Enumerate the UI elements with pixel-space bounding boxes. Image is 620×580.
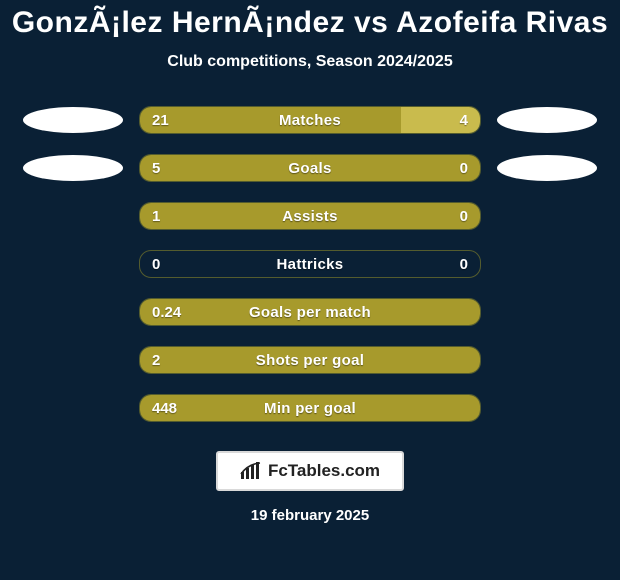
brand-text: FcTables.com [268,461,380,481]
stat-row: 448Min per goal [0,393,620,423]
stat-value-left: 21 [152,107,169,133]
badge-spacer [495,201,599,231]
badge-spacer [21,393,125,423]
team-badge-right [495,153,599,183]
stat-bar: 2Shots per goal [139,346,481,374]
stat-value-left: 0.24 [152,299,181,325]
stat-value-left: 2 [152,347,160,373]
team-badge-right [495,105,599,135]
chart-bars-icon [240,462,262,480]
stat-value-left: 5 [152,155,160,181]
stat-row: 1 0Assists [0,201,620,231]
badge-spacer [495,249,599,279]
stat-value-left: 448 [152,395,177,421]
badge-spacer [495,393,599,423]
stat-bar: 21 4Matches [139,106,481,134]
badge-spacer [495,297,599,327]
team-badge-left [21,105,125,135]
badge-spacer [21,345,125,375]
stat-label: Goals per match [140,299,480,325]
stat-value-right: 0 [460,251,468,277]
stat-label: Matches [140,107,480,133]
badge-spacer [495,345,599,375]
badge-placeholder-icon [23,107,123,133]
stat-label: Goals [140,155,480,181]
stat-bar: 0 0Hattricks [139,250,481,278]
comparison-infographic: GonzÃ¡lez HernÃ¡ndez vs Azofeifa Rivas C… [0,0,620,580]
stat-label: Shots per goal [140,347,480,373]
stat-value-right: 0 [460,203,468,229]
stat-rows: 214Matches50Goals10Assists00Hattricks0.2… [0,105,620,423]
stat-value-left: 0 [152,251,160,277]
stat-value-right: 4 [460,107,468,133]
badge-spacer [21,249,125,279]
stat-row: 2Shots per goal [0,345,620,375]
stat-bar: 5 0Goals [139,154,481,182]
subtitle: Club competitions, Season 2024/2025 [167,53,452,71]
date: 19 february 2025 [251,507,369,524]
stat-label: Min per goal [140,395,480,421]
stat-value-right: 0 [460,155,468,181]
stat-bar: 1 0Assists [139,202,481,230]
stat-label: Hattricks [140,251,480,277]
stat-row: 0.24Goals per match [0,297,620,327]
stat-value-left: 1 [152,203,160,229]
team-badge-left [21,153,125,183]
badge-placeholder-icon [497,155,597,181]
badge-spacer [21,201,125,231]
page-title: GonzÃ¡lez HernÃ¡ndez vs Azofeifa Rivas [12,6,608,39]
stat-label: Assists [140,203,480,229]
badge-placeholder-icon [23,155,123,181]
badge-spacer [21,297,125,327]
brand-box: FcTables.com [216,451,404,491]
stat-bar: 448Min per goal [139,394,481,422]
stat-row: 21 4Matches [0,105,620,135]
badge-placeholder-icon [497,107,597,133]
stat-bar: 0.24Goals per match [139,298,481,326]
stat-row: 5 0Goals [0,153,620,183]
stat-row: 0 0Hattricks [0,249,620,279]
